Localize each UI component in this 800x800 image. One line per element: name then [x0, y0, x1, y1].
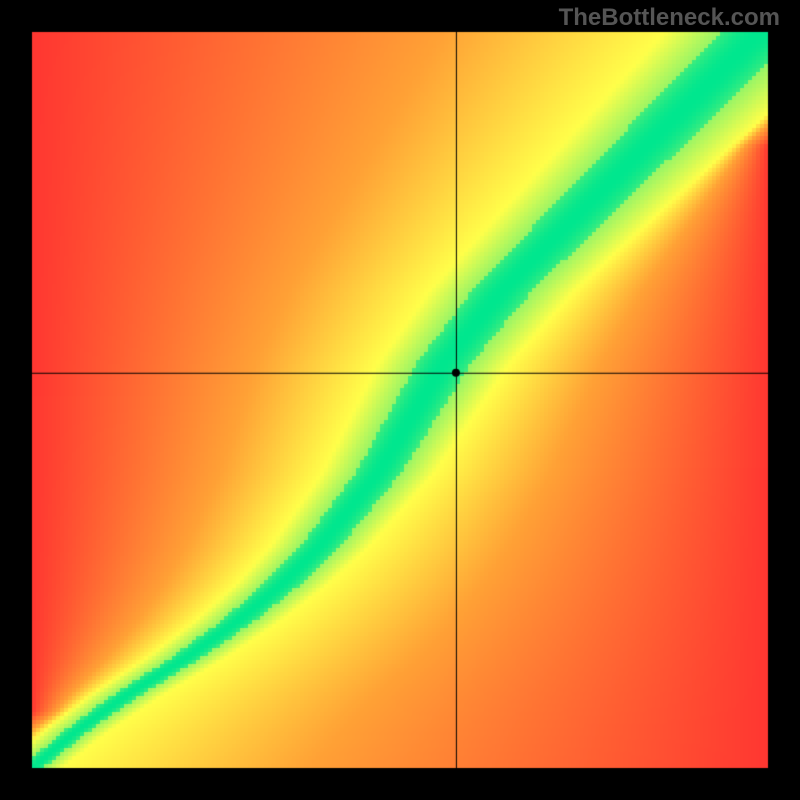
heatmap-canvas: [0, 0, 800, 800]
watermark-text: TheBottleneck.com: [559, 4, 780, 32]
